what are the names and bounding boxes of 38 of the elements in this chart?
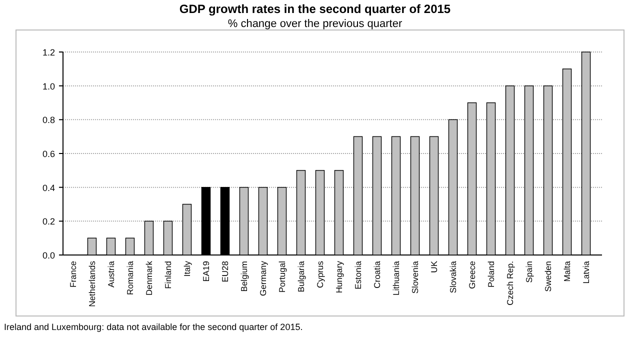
x-tick-label: Austria (106, 260, 116, 288)
x-tick-label: Czech Rep. (505, 261, 516, 306)
x-tick-label: Bulgaria (296, 260, 306, 292)
x-tick-label: Cyprus (315, 261, 325, 288)
x-tick-label: EU28 (220, 260, 230, 282)
x-tick-label: UK (429, 260, 440, 273)
y-tick-label: 0.6 (42, 149, 55, 159)
chart-title: GDP growth rates in the second quarter of 2015 (179, 2, 451, 16)
x-tick-label: Portugal (276, 260, 287, 293)
x-tick-label: Croatia (372, 260, 382, 288)
y-tick-label: 0.8 (42, 115, 55, 126)
chart-subtitle: % change over the previous quarter (228, 18, 402, 30)
x-tick-label: Belgium (238, 261, 249, 292)
x-tick-label: Italy (182, 260, 192, 277)
x-tick-label: Malta (562, 260, 572, 282)
x-tick-label: Lithuania (391, 260, 402, 296)
x-tick-label: EA19 (200, 260, 211, 282)
x-tick-label: Spain (524, 260, 534, 283)
x-tick-label: Greece (467, 260, 478, 289)
x-tick-label: Hungary (334, 260, 344, 294)
x-tick-label: Latvia (581, 260, 592, 284)
y-tick-label: 0.4 (42, 182, 55, 193)
x-tick-label: Finland (162, 260, 173, 289)
x-tick-label: Estonia (353, 260, 364, 290)
x-tick-label: France (68, 260, 78, 288)
x-tick-label: Slovakia (448, 260, 458, 294)
x-tick-label: Romania (124, 260, 135, 296)
x-tick-label: Slovenia (410, 260, 420, 294)
x-tick-label: Poland (486, 260, 496, 288)
text: Ireland and Luxembourg: data not available for the second quarter of 2015. (4, 322, 303, 332)
x-tick-label: Germany (258, 260, 268, 296)
x-tick-label: Denmark (144, 260, 154, 296)
y-tick-label: 0.2 (42, 216, 55, 227)
x-tick-label: Sweden (543, 260, 554, 292)
y-tick-label: 0.0 (42, 250, 55, 260)
y-tick-label: 1.0 (42, 81, 55, 92)
x-tick-label: Netherlands (86, 261, 97, 307)
y-tick-label: 1.2 (42, 48, 55, 58)
